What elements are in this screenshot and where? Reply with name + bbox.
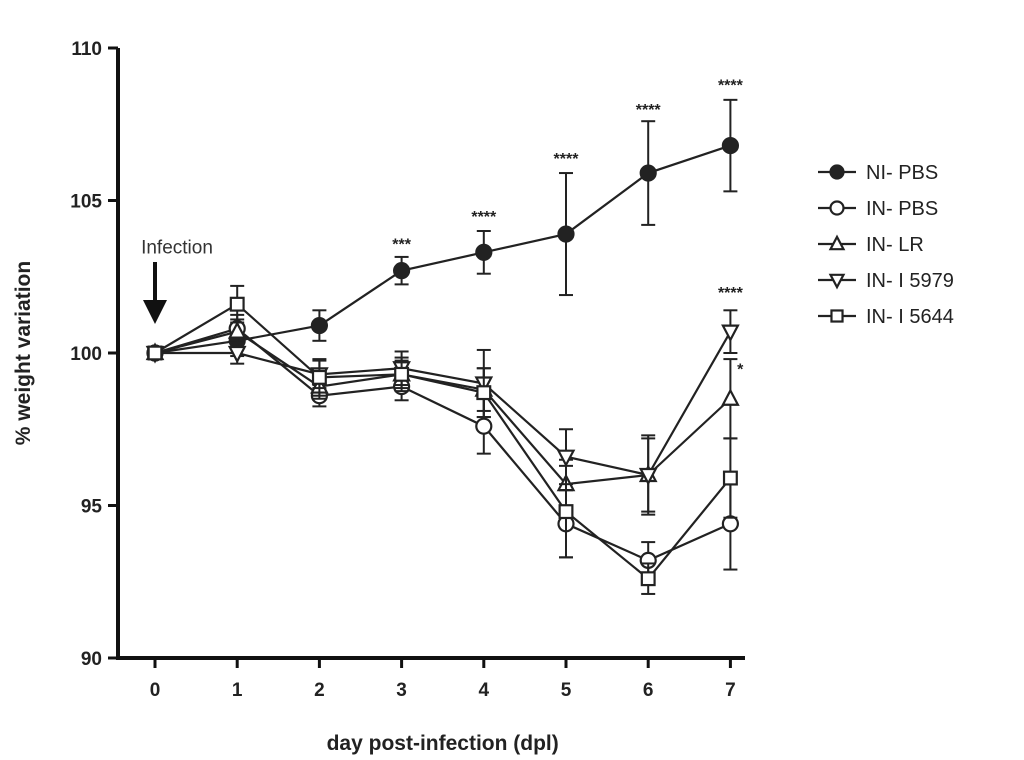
data-point	[476, 385, 492, 401]
data-point	[721, 137, 740, 155]
series-layer	[145, 98, 740, 595]
x-tick-label: 5	[561, 680, 572, 701]
y-tick-label: 110	[71, 39, 102, 60]
y-tick-label: 95	[81, 497, 103, 518]
legend-item: IN- I 5644	[818, 306, 954, 328]
significance-label: ***	[392, 236, 411, 253]
x-tick-label: 0	[150, 680, 161, 701]
axes: 90 95 100 105 110 0 1 2 3 4 5 6 7 day post-infection …	[12, 39, 745, 755]
data-point	[639, 164, 657, 182]
significance-label: ****	[718, 78, 744, 95]
legend-label: NI- PBS	[866, 162, 938, 184]
legend-label: IN- I 5979	[866, 270, 954, 292]
data-point	[310, 316, 328, 335]
series-line	[155, 331, 732, 477]
x-tick-label: 4	[479, 680, 490, 701]
legend-label: IN- I 5644	[866, 306, 954, 328]
x-tick-label: 7	[725, 680, 736, 701]
data-point	[558, 504, 574, 520]
series-line	[154, 330, 732, 486]
legend-label: IN- PBS	[866, 198, 938, 220]
x-tick-label: 3	[396, 680, 407, 701]
y-tick-label: 90	[81, 649, 102, 670]
x-axis-title: day post-infection (dpl)	[327, 732, 559, 755]
series-line	[154, 144, 731, 355]
data-point	[828, 234, 846, 251]
data-point	[311, 369, 327, 385]
data-point	[829, 200, 845, 216]
annotations: ************************Infection	[141, 78, 744, 379]
significance-label: *	[737, 361, 744, 378]
data-point	[640, 571, 656, 587]
legend-item: IN- PBS	[818, 198, 938, 220]
series-ni--pbs	[146, 98, 740, 362]
data-point	[828, 273, 846, 290]
data-point	[393, 262, 411, 280]
data-point	[475, 417, 493, 435]
x-tick-label: 6	[643, 680, 654, 701]
infection-label: Infection	[141, 237, 213, 258]
x-tick-label: 1	[232, 680, 243, 701]
y-tick-label: 100	[70, 344, 102, 365]
significance-label: ****	[471, 209, 497, 226]
series-line	[154, 302, 732, 581]
legend-item: IN- I 5979	[818, 270, 954, 292]
data-point	[721, 388, 740, 406]
data-point	[830, 309, 844, 323]
significance-label: ****	[554, 151, 580, 168]
data-point	[557, 225, 575, 243]
significance-label: ****	[636, 102, 662, 119]
data-point	[147, 345, 163, 361]
infection-arrow-head-icon	[143, 300, 167, 324]
y-tick-label: 105	[70, 192, 102, 213]
significance-label: ****	[718, 285, 744, 302]
legend-item: IN- LR	[818, 234, 924, 256]
legend-item: NI- PBS	[818, 162, 938, 184]
x-tick-label: 2	[314, 680, 325, 701]
data-point	[229, 296, 245, 312]
data-point	[829, 164, 845, 180]
y-axis-title: % weight variation	[12, 261, 35, 445]
data-point	[556, 449, 576, 468]
data-point	[721, 324, 740, 343]
data-point	[638, 467, 658, 486]
series-in--i-5644	[147, 284, 738, 595]
legend-label: IN- LR	[866, 234, 924, 256]
legend: NI- PBS IN- PBS IN- LR IN- I 5979 IN- I 5644	[818, 162, 954, 328]
data-point	[227, 345, 247, 364]
data-point	[227, 321, 247, 339]
data-point	[394, 366, 410, 382]
data-point	[475, 243, 493, 261]
data-point	[722, 470, 738, 486]
